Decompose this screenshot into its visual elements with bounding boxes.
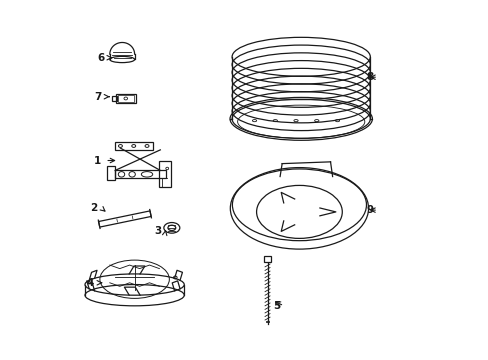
Text: 8: 8 xyxy=(366,72,373,82)
Text: 7: 7 xyxy=(95,92,102,102)
Text: 9: 9 xyxy=(366,205,373,215)
Text: 4: 4 xyxy=(86,278,94,288)
Bar xyxy=(264,256,270,261)
Bar xyxy=(115,170,165,178)
Text: 6: 6 xyxy=(97,53,104,63)
Bar xyxy=(116,94,135,103)
Bar xyxy=(107,166,115,180)
Text: 2: 2 xyxy=(90,203,97,213)
Bar xyxy=(158,161,171,187)
Text: 5: 5 xyxy=(272,301,279,311)
Text: 1: 1 xyxy=(94,156,101,166)
Bar xyxy=(115,142,153,150)
Bar xyxy=(118,95,134,102)
Text: 3: 3 xyxy=(154,226,161,237)
Bar xyxy=(112,96,117,101)
